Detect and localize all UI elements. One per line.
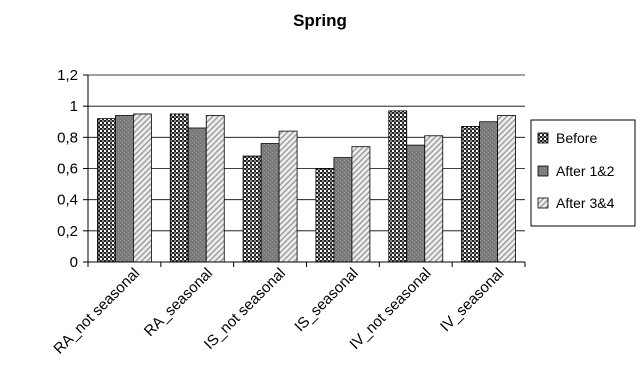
legend-label-before: Before bbox=[556, 130, 597, 146]
y-tick-label: 1,2 bbox=[57, 67, 78, 84]
legend-swatch-after34 bbox=[537, 197, 549, 209]
bar-before bbox=[169, 113, 189, 263]
bar-after-1-2 bbox=[333, 157, 353, 263]
bar-after-1-2 bbox=[115, 115, 134, 263]
axes bbox=[87, 75, 526, 267]
bar-after-3-4 bbox=[133, 113, 152, 263]
y-tick-label: 1 bbox=[70, 98, 78, 115]
bar-after-3-4 bbox=[497, 115, 516, 263]
bar-before bbox=[97, 118, 116, 263]
bar-before bbox=[461, 126, 480, 263]
bar-before bbox=[388, 110, 408, 263]
bar-after-1-2 bbox=[187, 127, 207, 263]
x-category-label: IV_seasonal bbox=[437, 265, 507, 335]
bar-before bbox=[315, 168, 335, 263]
chart-title: Spring bbox=[293, 11, 347, 30]
y-tick-label: 0,4 bbox=[57, 192, 78, 209]
x-category-label: IS_seasonal bbox=[291, 265, 361, 335]
bar-before bbox=[242, 155, 262, 263]
bar-after-1-2 bbox=[260, 143, 280, 263]
y-tick-label: 0,2 bbox=[57, 223, 78, 240]
gridlines bbox=[88, 74, 525, 232]
legend: Before After 1&2 After 3&4 bbox=[530, 119, 636, 227]
bar-after-3-4 bbox=[278, 130, 298, 263]
bars bbox=[97, 110, 516, 263]
legend-label-after12: After 1&2 bbox=[556, 163, 615, 179]
bar-after-1-2 bbox=[479, 121, 498, 263]
x-category-label: RA_not seasonal bbox=[50, 265, 143, 358]
bar-after-1-2 bbox=[406, 144, 426, 263]
legend-label-after34: After 3&4 bbox=[556, 195, 615, 211]
y-axis-ticks: 0 0,2 0,4 0,6 0,8 1 1,2 bbox=[57, 67, 88, 271]
legend-swatch-before bbox=[537, 132, 549, 144]
legend-swatch-after12 bbox=[537, 165, 549, 177]
y-tick-label: 0 bbox=[70, 254, 78, 271]
bar-after-3-4 bbox=[205, 115, 225, 263]
bar-after-3-4 bbox=[351, 146, 371, 263]
y-tick-label: 0,6 bbox=[57, 161, 78, 178]
y-tick-label: 0,8 bbox=[57, 129, 78, 146]
x-category-label: RA_seasonal bbox=[141, 265, 216, 340]
bar-after-3-4 bbox=[424, 135, 444, 263]
